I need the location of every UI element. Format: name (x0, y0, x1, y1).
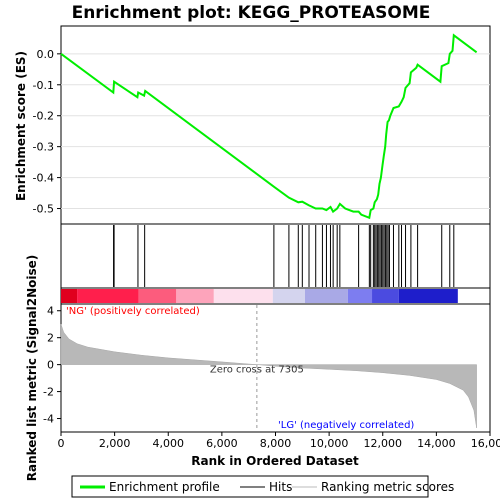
legend: Enrichment profile Hits Ranking metric sco… (71, 475, 454, 498)
negative-correlation-label: 'LG' (negatively correlated) (278, 420, 414, 431)
x-tick-label: 4,000 (153, 437, 185, 450)
color-bar-segment (372, 289, 399, 303)
color-bar-segment (272, 289, 305, 303)
x-tick-label: 14,000 (417, 437, 456, 450)
es-y-ticks: 0.0 -0.1 -0.2 -0.3 -0.4 -0.5 (33, 48, 61, 216)
color-bar-segment (347, 289, 373, 303)
color-bar-segment (213, 289, 273, 303)
hits-panel-frame (60, 223, 491, 289)
color-bar-segment (77, 289, 139, 303)
ranking-metric-area (60, 324, 477, 429)
hits-panel (60, 223, 491, 289)
metric-y-tick-label: 0 (47, 359, 54, 372)
x-axis-label: Rank in Ordered Dataset (191, 454, 359, 468)
metric-y-tick-label: -2 (43, 386, 54, 399)
chart-title: Enrichment plot: KEGG_PROTEASOME (72, 3, 431, 23)
metric-panel: Zero cross at 7305 'NG' (positively corr… (25, 255, 491, 482)
es-y-tick-label: 0.0 (37, 48, 55, 61)
es-y-tick-label: -0.4 (33, 172, 54, 185)
color-bar-segment (176, 289, 214, 303)
metric-y-ticks: 4 2 0 -2 -4 (43, 305, 61, 426)
metric-y-tick-label: 4 (47, 305, 54, 318)
es-y-axis-label: Enrichment score (ES) (14, 51, 28, 201)
es-panel: 0.0 -0.1 -0.2 -0.3 -0.4 -0.5 Enrichment score… (14, 25, 491, 225)
x-tick-label: 2,000 (99, 437, 131, 450)
color-bar-segments (61, 289, 458, 303)
legend-label: Enrichment profile (109, 480, 220, 494)
hit-markers (113, 225, 455, 287)
color-bar-segment (304, 289, 348, 303)
metric-y-axis-label: Ranked list metric (Signal2Noise) (25, 255, 39, 482)
color-bar-segment (398, 289, 458, 303)
color-bar-segment (61, 289, 78, 303)
legend-label: Hits (269, 480, 292, 494)
es-y-tick-label: -0.2 (33, 110, 54, 123)
x-tick-label: 0 (58, 437, 65, 450)
legend-label: Ranking metric scores (321, 480, 454, 494)
x-axis-ticks: 0 2,000 4,000 6,000 8,000 10,000 12,000 14,000 1… (58, 432, 500, 450)
x-tick-label: 16,000 (471, 437, 500, 450)
es-y-tick-label: -0.1 (33, 79, 54, 92)
metric-y-tick-label: 2 (47, 332, 54, 345)
es-y-tick-label: -0.5 (33, 203, 54, 216)
es-y-tick-label: -0.3 (33, 141, 54, 154)
legend-items: Enrichment profile Hits Ranking metric sco… (80, 480, 454, 494)
ranking-color-bar (60, 287, 491, 305)
positive-correlation-label: 'NG' (positively correlated) (66, 306, 200, 317)
enrichment-profile-line (60, 33, 478, 220)
x-tick-label: 10,000 (310, 437, 349, 450)
zero-cross-label: Zero cross at 7305 (210, 365, 304, 376)
x-tick-label: 6,000 (206, 437, 238, 450)
x-tick-label: 8,000 (260, 437, 292, 450)
es-panel-frame (60, 25, 491, 225)
es-gridlines (61, 53, 490, 210)
color-bar-segment (138, 289, 177, 303)
x-tick-label: 12,000 (364, 437, 403, 450)
metric-y-tick-label: -4 (43, 413, 54, 426)
